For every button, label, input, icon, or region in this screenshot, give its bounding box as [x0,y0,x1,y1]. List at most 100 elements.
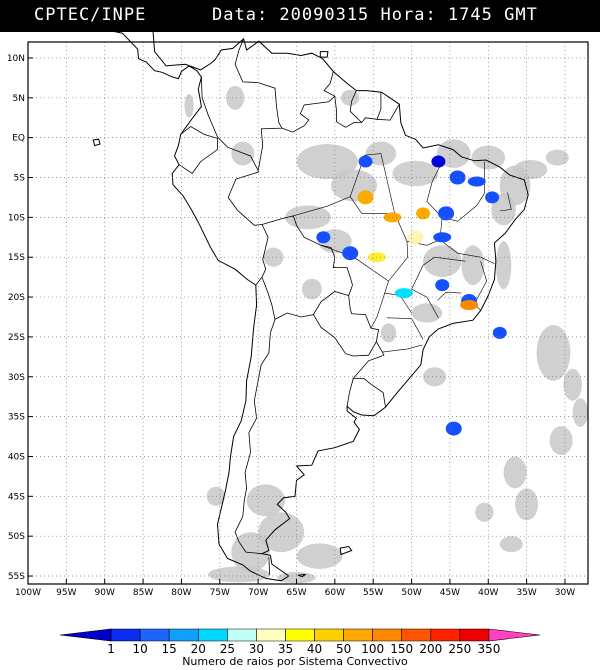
cloud-area [549,426,573,455]
lat-label: EQ [12,134,25,144]
cloud-area [263,247,284,267]
country-border [234,319,276,555]
legend-color-swatch [139,628,170,642]
legend-color-swatch [459,628,490,642]
state-border [382,344,423,353]
cloud-area [411,303,443,323]
legend-color-swatch [343,628,373,642]
country-border [261,215,353,286]
cloud-area [536,324,571,381]
cloud-area [246,484,285,517]
cloud-area [301,278,322,300]
cloud-area [231,532,270,573]
lon-label: 90W [95,588,115,598]
country-border [346,378,354,407]
lon-label: 80W [171,588,191,598]
cloud-area [515,488,539,521]
latitude-labels: 10N 5N EQ 5S 10S 15S 20S 25S 30S 35S 40S 45S 50S 55S [7,54,33,582]
country-border [268,556,270,576]
cloud-area [296,543,343,569]
map-background [0,32,600,600]
legend-color-swatch [488,628,541,642]
cloud-area [225,85,245,110]
legend: 1 10 15 20 25 30 35 40 50 100 150 200 250 350 Numero … [59,628,541,668]
convective-system [445,421,462,436]
convective-system [368,252,387,263]
country-borders-layer [178,38,512,576]
legend-value-label: 350 [477,642,500,656]
country-border [261,276,353,320]
cloud-area [206,486,226,506]
state-border [384,241,412,314]
lon-label: 50W [401,588,421,598]
lat-label: 40S [8,452,25,462]
legend-value-label: 1 [107,642,115,656]
cloud-area [296,144,358,180]
lon-label: 85W [133,588,153,598]
lon-label: 65W [286,588,306,598]
convective-system [433,232,452,243]
south-america-coastline [114,32,529,582]
convective-system [342,246,359,261]
legend-color-swatch [256,628,286,642]
legend-value-label: 150 [390,642,413,656]
lat-label: 25S [8,333,25,343]
legend-color-swatch [430,628,461,642]
cloud-area [208,566,270,583]
legend-color-swatch [110,628,141,642]
cloud-area [513,159,548,180]
legend-value-label: 100 [361,642,384,656]
cloud-area [380,323,397,343]
legend-color-swatch [314,628,344,642]
legend-labels: 1 10 15 20 25 30 35 40 50 100 150 200 250 350 [107,642,500,656]
lat-label: 10N [7,54,25,64]
legend-value-label: 15 [162,642,177,656]
cloud-area [392,160,439,187]
gridlines-layer [28,42,588,584]
legend-color-swatch [59,628,112,642]
lon-label: 35W [516,588,536,598]
cloud-area [503,456,527,489]
lat-label: 5N [13,94,25,104]
lat-label: 30S [8,373,25,383]
cloud-area [461,245,485,286]
convective-system [449,170,466,185]
cloud-area [545,149,569,166]
country-border [349,90,362,123]
longitude-labels: 100W 95W 90W 85W 80W 75W 70W 65W 60W 55W 50W 45W 40W… [15,579,575,598]
convective-system [407,230,424,245]
convective-system [316,231,331,244]
lon-label: 70W [248,588,268,598]
cloud-area [495,241,512,290]
legend-color-swatch [227,628,257,642]
lon-label: 60W [325,588,345,598]
lat-label: 15S [8,253,25,263]
convective-system [358,155,373,168]
title-date-time: Data: 20090315 Hora: 1745 GMT [212,5,538,25]
cloud-area [471,145,506,170]
title-bar: CPTEC/INPE Data: 20090315 Hora: 1745 GMT [0,0,600,32]
lon-label: 100W [15,588,41,598]
map-frame [27,41,589,585]
convective-system [431,155,446,168]
state-border [439,239,495,264]
state-border [370,293,385,329]
legend-colorbar [59,628,541,642]
convective-system [460,300,479,311]
lat-label: 5S [14,174,26,184]
state-border [499,192,512,212]
lon-label: 45W [440,588,460,598]
legend-value-label: 40 [307,642,322,656]
state-border [411,256,466,318]
legend-caption: Numero de raios por Sistema Convectivo [182,655,408,668]
legend-value-label: 30 [249,642,264,656]
title-source: CPTEC/INPE [34,5,147,25]
convective-system [416,207,431,220]
legend-value-label: 10 [132,642,147,656]
lon-label: 75W [210,588,230,598]
state-border [474,261,488,311]
lat-label: 45S [8,492,25,502]
convective-system [435,279,450,292]
legend-value-label: 35 [278,642,293,656]
lat-label: 10S [8,213,25,223]
